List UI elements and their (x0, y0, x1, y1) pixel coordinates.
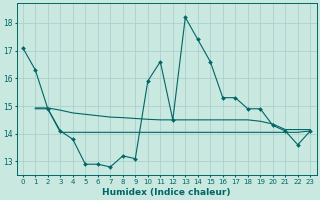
X-axis label: Humidex (Indice chaleur): Humidex (Indice chaleur) (102, 188, 231, 197)
